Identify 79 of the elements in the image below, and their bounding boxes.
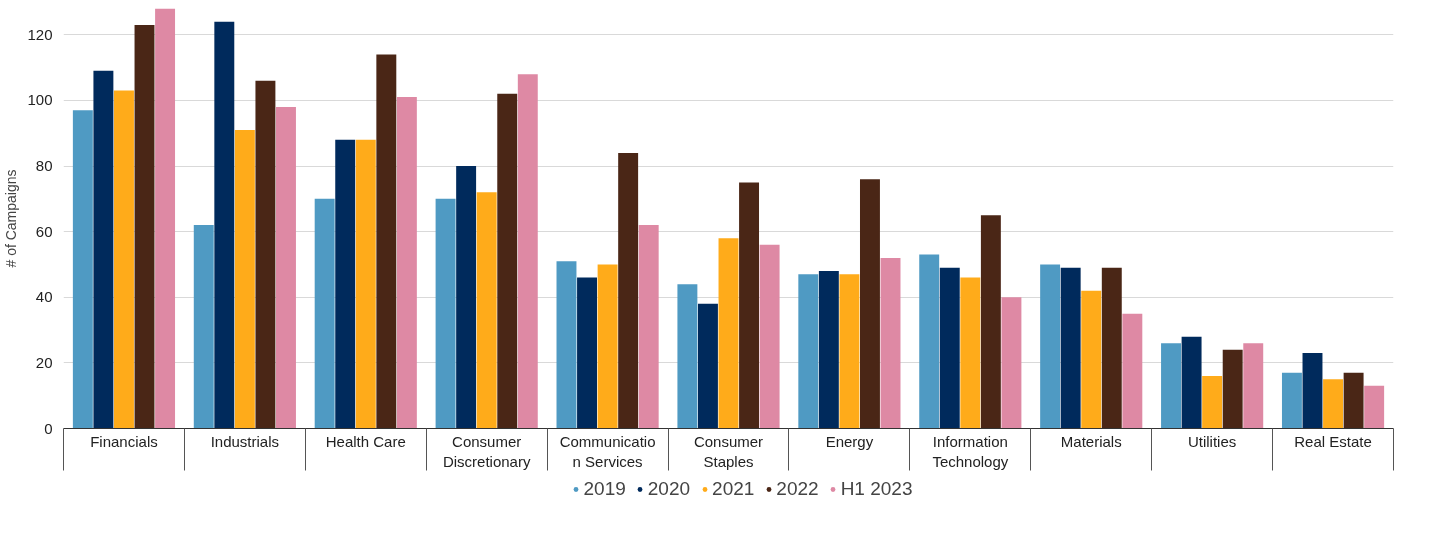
bar bbox=[93, 70, 114, 429]
text: 2020 bbox=[647, 478, 691, 500]
bar bbox=[314, 198, 335, 429]
bar bbox=[1343, 372, 1364, 429]
bar bbox=[919, 254, 940, 429]
text: 2021 bbox=[712, 478, 755, 500]
bar bbox=[476, 192, 497, 429]
bar bbox=[1364, 385, 1385, 429]
bar bbox=[517, 74, 538, 429]
bar bbox=[1222, 349, 1243, 429]
bar bbox=[1323, 379, 1344, 429]
x-tick-label: Health Care bbox=[325, 432, 406, 450]
bar bbox=[355, 139, 376, 429]
bar bbox=[677, 284, 698, 429]
bar bbox=[335, 139, 356, 429]
x-tick-label: Energy bbox=[825, 432, 874, 450]
y-tick-label: 60 bbox=[35, 222, 53, 240]
bar bbox=[859, 179, 880, 429]
bar bbox=[818, 271, 839, 429]
text: 2022 bbox=[776, 478, 819, 500]
y-tick-label: 80 bbox=[35, 157, 53, 174]
bar bbox=[72, 110, 93, 429]
x-tick-label: Financials bbox=[90, 432, 158, 450]
bar bbox=[1281, 372, 1302, 429]
x-tick-label: Materials bbox=[1060, 432, 1122, 450]
bar bbox=[618, 152, 639, 429]
bar bbox=[255, 80, 276, 429]
bar bbox=[1181, 336, 1202, 429]
bar bbox=[396, 97, 417, 429]
y-tick-label: 40 bbox=[35, 288, 53, 306]
y-tick-label: 0 bbox=[44, 419, 53, 437]
y-tick-label: 120 bbox=[27, 25, 53, 43]
x-tick-label: Real Estate bbox=[1294, 432, 1372, 450]
bar bbox=[435, 198, 456, 429]
bar bbox=[1202, 376, 1223, 429]
bar bbox=[276, 106, 296, 429]
y-tick-label: 100 bbox=[27, 91, 53, 109]
bar bbox=[155, 8, 176, 429]
x-tick-label: Consumer Staples bbox=[693, 432, 764, 470]
bar bbox=[1060, 267, 1081, 429]
y-axis-title: # of Campaigns bbox=[3, 169, 20, 268]
bar bbox=[1302, 353, 1323, 429]
bar bbox=[1161, 343, 1181, 429]
bar bbox=[497, 93, 518, 429]
bar bbox=[1101, 267, 1122, 429]
bar bbox=[134, 24, 155, 429]
x-tick-label: Utilities bbox=[1187, 432, 1237, 450]
bar bbox=[1001, 297, 1022, 429]
bar bbox=[193, 225, 214, 429]
text: 2019 bbox=[583, 478, 626, 500]
x-tick-label: Communicatio n Services bbox=[559, 432, 656, 470]
bar bbox=[697, 303, 718, 429]
x-tick-label: Consumer Discretionary bbox=[442, 432, 531, 470]
bar bbox=[839, 274, 860, 429]
bar bbox=[1040, 264, 1061, 429]
bar bbox=[739, 182, 760, 429]
bar bbox=[1081, 290, 1102, 429]
bar bbox=[556, 261, 577, 429]
bar bbox=[939, 267, 960, 429]
bar bbox=[638, 225, 659, 429]
text: H1 2023 bbox=[840, 478, 913, 500]
bar bbox=[113, 90, 134, 429]
bar bbox=[980, 215, 1001, 429]
x-tick-label: Information Technology bbox=[932, 432, 1009, 470]
x-tick-label: Industrials bbox=[210, 432, 280, 450]
bar bbox=[577, 277, 598, 429]
bar bbox=[376, 54, 397, 429]
bar bbox=[798, 274, 819, 429]
bar bbox=[1243, 343, 1264, 429]
bar bbox=[214, 21, 235, 429]
bar bbox=[759, 244, 780, 429]
y-tick-label: 20 bbox=[35, 353, 53, 371]
bar bbox=[880, 257, 901, 429]
bar bbox=[597, 264, 618, 429]
bar bbox=[718, 238, 739, 429]
bar bbox=[456, 166, 477, 429]
bar bbox=[1122, 313, 1143, 429]
bar bbox=[960, 277, 981, 429]
bar bbox=[234, 129, 255, 429]
